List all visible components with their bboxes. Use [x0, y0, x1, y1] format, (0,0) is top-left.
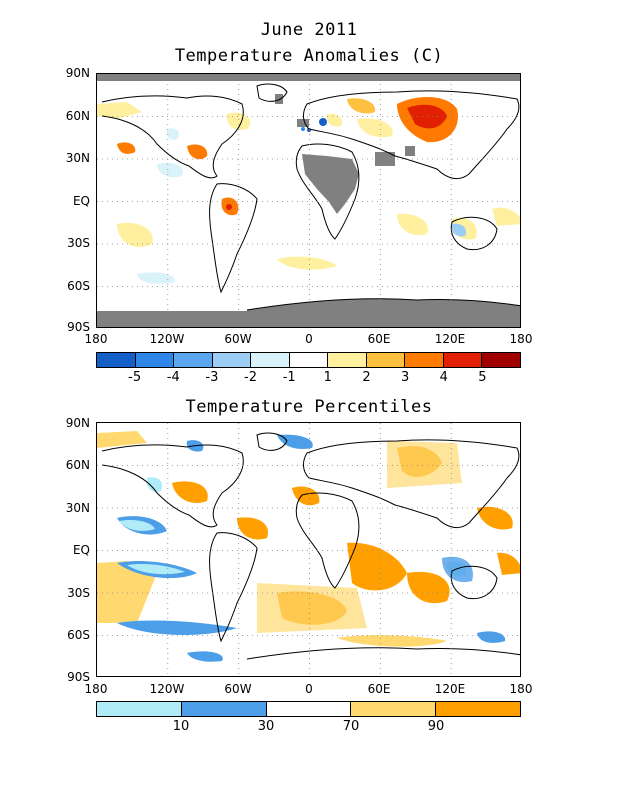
lat-label: 90S [67, 670, 90, 684]
africa-outline [295, 143, 360, 240]
southern-ocean-cold [117, 620, 237, 635]
australia-outline [450, 565, 498, 600]
colorbar-swatch [212, 353, 252, 367]
colorbar-swatch [482, 353, 521, 367]
anomaly-colorbar [96, 352, 521, 368]
lat-label: 30S [67, 236, 90, 250]
lon-label: 60W [224, 682, 252, 696]
colorbar-label: 90 [427, 719, 445, 734]
antarctica-outline [246, 298, 520, 311]
colorbar-label: 30 [257, 719, 275, 734]
colorbar-swatch [97, 702, 182, 716]
antarctica-shape [247, 298, 520, 314]
lat-label: EQ [72, 194, 90, 208]
colorbar-label: 10 [172, 719, 190, 734]
percentile-colorbar [96, 701, 521, 717]
colorbar-label: 70 [342, 719, 360, 734]
north-america-outline [101, 95, 244, 179]
colorbar-label: -4 [166, 370, 180, 385]
eurasia-outline [303, 90, 520, 180]
arabia-no-data [375, 152, 395, 166]
percentile-map [96, 422, 521, 677]
lon-label: 120W [149, 682, 185, 696]
europe-cold [319, 118, 327, 126]
lon-label: 60W [224, 332, 252, 346]
colorbar-label: 5 [478, 370, 487, 385]
colorbar-swatch [174, 353, 213, 367]
lat-label: 60S [67, 628, 90, 642]
colorbar-swatch [97, 353, 136, 367]
anomaly-map [96, 73, 521, 328]
lon-label: 120E [434, 332, 466, 346]
south-america-outline [209, 183, 258, 294]
colorbar-label: -5 [128, 370, 142, 385]
colorbar-swatch [251, 353, 290, 367]
colorbar-label: 3 [400, 370, 410, 385]
arctic-no-data [97, 74, 520, 81]
colorbar-swatch [135, 353, 175, 367]
antarctica-no-data [97, 311, 520, 327]
percentile-map-title: Temperature Percentiles [185, 397, 433, 417]
indian-ocean-warm [347, 542, 407, 591]
lon-label: 180 [509, 682, 533, 696]
antarctica-outline [246, 647, 520, 660]
lat-label: 60N [65, 109, 90, 123]
colorbar-swatch [266, 702, 352, 716]
texas-warm [187, 144, 208, 160]
lon-label: 60E [367, 682, 391, 696]
colorbar-swatch [289, 353, 329, 367]
australia-outline [450, 216, 498, 251]
colorbar-label: 2 [362, 370, 371, 385]
lon-label: 180 [84, 682, 108, 696]
lat-label: 60N [65, 458, 90, 472]
percentile-grid [97, 423, 520, 676]
south-america-outline [209, 532, 258, 643]
date-title: June 2011 [260, 20, 358, 40]
colorbar-swatch [443, 353, 483, 367]
lat-label: 30N [65, 151, 90, 165]
lon-label: 0 [305, 332, 313, 346]
lat-label: 30N [65, 501, 90, 515]
colorbar-swatch [405, 353, 444, 367]
lat-label: 90N [65, 66, 90, 80]
lat-label: 60S [67, 279, 90, 293]
eurasia-outline [303, 439, 520, 529]
percentile-map-canvas [97, 423, 520, 676]
colorbar-label: -3 [205, 370, 219, 385]
lat-label: 90N [65, 416, 90, 430]
greenland-outline [256, 432, 288, 451]
lon-label: 120E [434, 682, 466, 696]
colorbar-swatch [366, 353, 406, 367]
lon-label: 120W [149, 332, 185, 346]
colorbar-swatch [181, 702, 267, 716]
greenland-outline [256, 83, 288, 102]
lat-label: 90S [67, 320, 90, 334]
colorbar-label: 1 [323, 370, 332, 385]
anomaly-grid [97, 74, 520, 327]
sahara-no-data [302, 154, 359, 214]
lat-label: EQ [72, 543, 90, 557]
africa-outline [295, 492, 360, 589]
lon-label: 180 [509, 332, 533, 346]
lon-label: 180 [84, 332, 108, 346]
colorbar-label: -1 [282, 370, 296, 385]
lon-label: 60E [367, 332, 391, 346]
colorbar-swatch [328, 353, 367, 367]
colorbar-label: -2 [244, 370, 258, 385]
colorbar-swatch [436, 702, 520, 716]
lon-label: 0 [305, 682, 313, 696]
north-america-outline [101, 444, 244, 528]
colorbar-label: 4 [439, 370, 448, 385]
lat-label: 30S [67, 586, 90, 600]
colorbar-swatch [351, 702, 437, 716]
anomaly-map-canvas [97, 74, 520, 327]
anomaly-map-title: Temperature Anomalies (C) [174, 46, 444, 66]
